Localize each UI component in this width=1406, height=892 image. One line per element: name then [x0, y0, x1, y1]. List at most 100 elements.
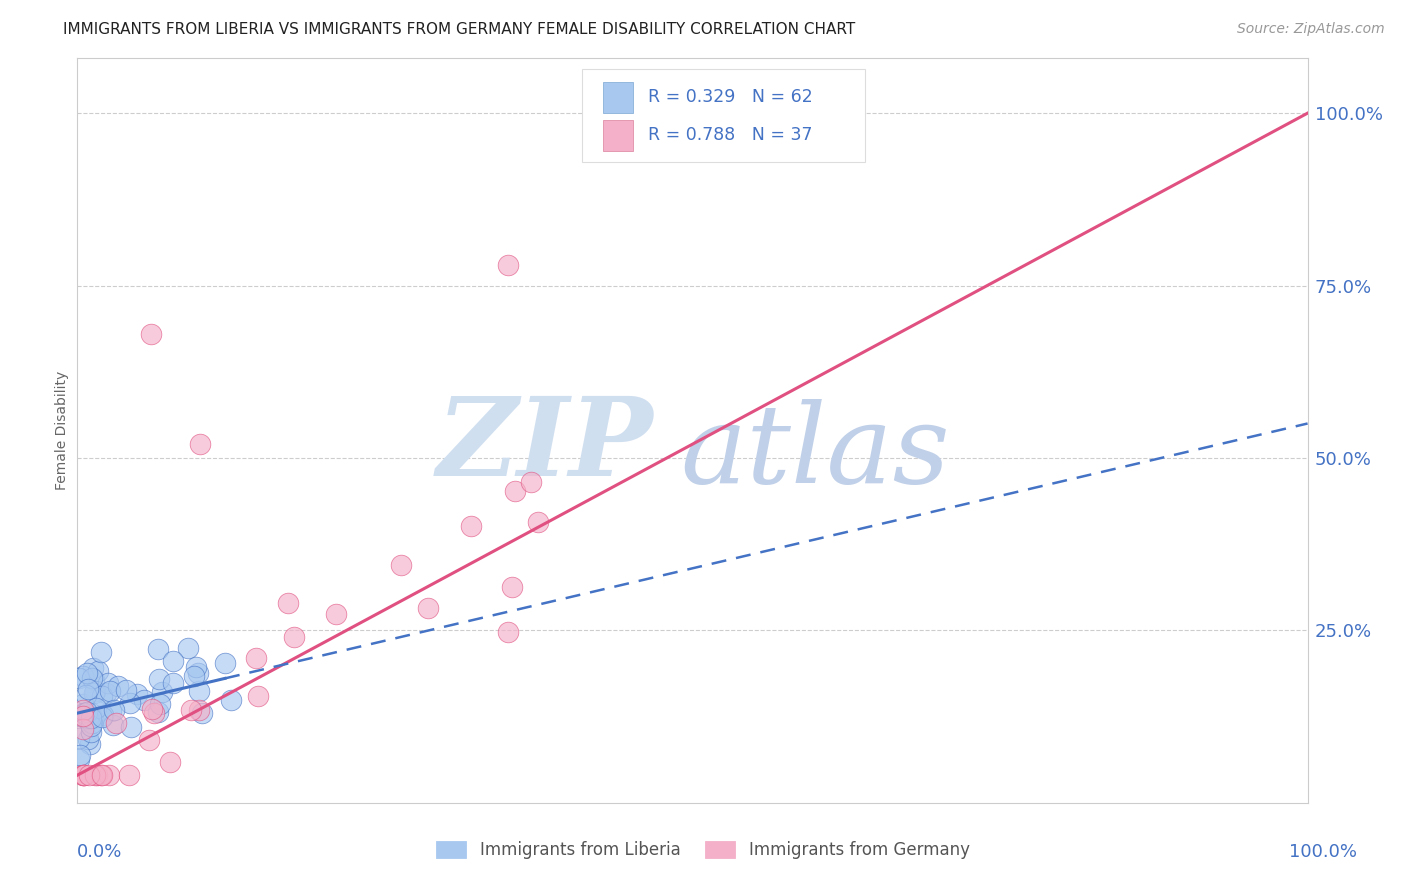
Point	[159, 755, 181, 769]
Point	[76, 705, 98, 719]
Point	[91, 708, 114, 723]
Point	[79, 709, 101, 723]
Point	[67, 752, 90, 766]
Text: ZIP: ZIP	[436, 392, 654, 499]
Point	[496, 258, 519, 272]
Point	[146, 642, 169, 657]
Point	[72, 668, 94, 682]
Point	[76, 666, 98, 681]
Point	[188, 437, 212, 451]
Text: R = 0.329   N = 62: R = 0.329 N = 62	[648, 88, 813, 106]
Point	[69, 748, 91, 763]
Point	[146, 705, 169, 719]
Point	[84, 701, 107, 715]
Point	[83, 673, 105, 687]
Point	[120, 720, 142, 734]
Point	[86, 768, 108, 782]
Point	[67, 671, 90, 685]
Point	[162, 676, 184, 690]
Point	[247, 690, 270, 704]
Point	[138, 733, 160, 747]
Point	[90, 645, 112, 659]
Point	[177, 641, 200, 656]
Point	[149, 697, 172, 711]
Point	[186, 659, 208, 673]
Point	[325, 607, 347, 621]
Point	[191, 706, 214, 721]
Point	[188, 703, 211, 717]
Point	[80, 671, 103, 685]
FancyBboxPatch shape	[603, 82, 634, 113]
Point	[100, 704, 122, 718]
Point	[496, 625, 519, 640]
Text: Source: ZipAtlas.com: Source: ZipAtlas.com	[1237, 22, 1385, 37]
Text: IMMIGRANTS FROM LIBERIA VS IMMIGRANTS FROM GERMANY FEMALE DISABILITY CORRELATION: IMMIGRANTS FROM LIBERIA VS IMMIGRANTS FR…	[63, 22, 855, 37]
Point	[72, 709, 94, 723]
Point	[162, 654, 184, 668]
Point	[77, 731, 100, 746]
Point	[75, 688, 97, 702]
Point	[82, 711, 104, 725]
Point	[180, 703, 202, 717]
Point	[187, 665, 209, 680]
Point	[98, 684, 121, 698]
Point	[83, 686, 105, 700]
Point	[418, 601, 440, 615]
Point	[150, 685, 173, 699]
Point	[183, 669, 205, 683]
Point	[67, 709, 90, 723]
Point	[277, 596, 299, 610]
Point	[501, 580, 523, 594]
Point	[82, 661, 104, 675]
Point	[72, 697, 94, 711]
Point	[79, 719, 101, 733]
Point	[103, 703, 125, 717]
Point	[107, 679, 129, 693]
Point	[76, 710, 98, 724]
Point	[73, 711, 96, 725]
Point	[72, 709, 94, 723]
FancyBboxPatch shape	[582, 70, 865, 162]
Point	[219, 693, 242, 707]
Point	[132, 693, 155, 707]
Point	[142, 706, 165, 720]
Point	[98, 768, 121, 782]
Point	[79, 737, 101, 751]
Point	[188, 683, 211, 698]
Point	[115, 683, 138, 698]
Text: R = 0.788   N = 37: R = 0.788 N = 37	[648, 127, 813, 145]
Point	[97, 676, 120, 690]
Point	[72, 768, 94, 782]
Point	[76, 682, 98, 697]
Point	[67, 731, 90, 745]
Point	[72, 722, 94, 736]
Point	[245, 651, 267, 665]
Point	[104, 716, 127, 731]
Point	[82, 716, 104, 731]
FancyBboxPatch shape	[603, 120, 634, 151]
Point	[214, 657, 236, 671]
Text: 100.0%: 100.0%	[1289, 843, 1357, 861]
Point	[86, 665, 108, 679]
Legend: Immigrants from Liberia, Immigrants from Germany: Immigrants from Liberia, Immigrants from…	[430, 834, 976, 866]
Point	[103, 717, 125, 731]
Point	[94, 686, 117, 700]
Point	[84, 683, 107, 698]
Point	[125, 687, 148, 701]
Point	[90, 768, 112, 782]
Point	[520, 475, 543, 490]
Point	[503, 484, 526, 499]
Point	[389, 558, 412, 572]
Point	[80, 724, 103, 739]
Point	[80, 711, 103, 725]
Point	[73, 706, 96, 721]
Text: atlas: atlas	[681, 399, 950, 507]
Point	[72, 768, 94, 782]
Point	[83, 768, 105, 782]
Y-axis label: Female Disability: Female Disability	[55, 371, 69, 490]
Point	[91, 710, 114, 724]
Point	[527, 516, 550, 530]
Point	[72, 768, 94, 782]
Text: 0.0%: 0.0%	[77, 843, 122, 861]
Point	[283, 631, 305, 645]
